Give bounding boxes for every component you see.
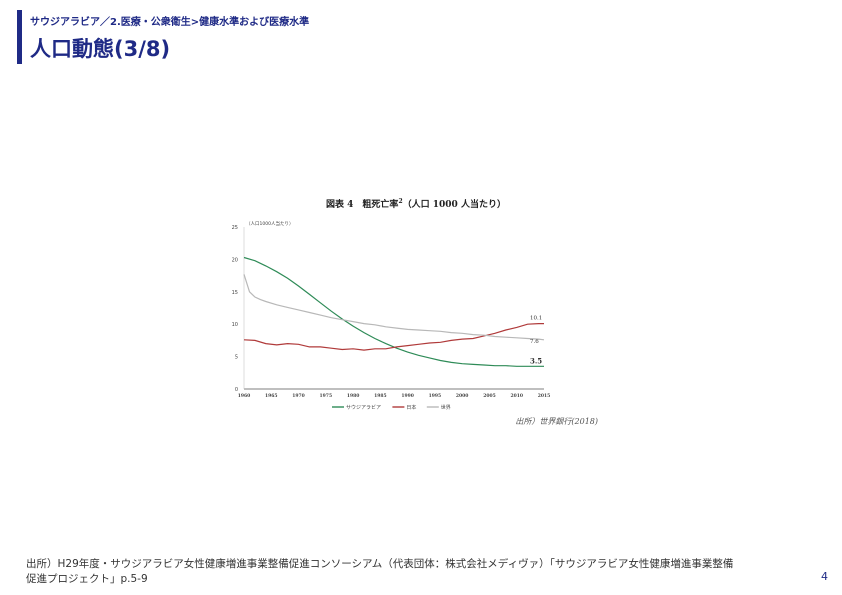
legend-label-2: 世界	[441, 404, 451, 411]
header-accent-bar	[17, 10, 22, 64]
x-tick-label-1970: 1970	[292, 393, 305, 399]
breadcrumb: サウジアラビア／2.医療・公衆衛生>健康水準および医療水準	[30, 17, 310, 28]
footer-source-line-2: 促進プロジェクト」p.5-9	[26, 573, 148, 585]
series-end-label-1: 10.1	[530, 316, 542, 322]
y-tick-label-15: 15	[232, 290, 238, 296]
x-tick-label-1960: 1960	[238, 393, 251, 399]
chart-figure: 図表 4 粗死亡率2（人口 1000 人当たり） 0 5 10 15 20 25 （人口10…	[226, 192, 606, 432]
x-tick-label-1980: 1980	[347, 393, 360, 399]
x-tick-label-2005: 2005	[483, 393, 496, 399]
y-tick-label-10: 10	[232, 322, 238, 328]
page-number: 4	[821, 570, 828, 583]
series-line-1	[243, 323, 544, 351]
x-tick-label-2010: 2010	[510, 393, 523, 399]
legend-label-1: 日本	[406, 404, 416, 411]
page-title: 人口動態(3/8)	[30, 37, 171, 61]
chart-title: 図表 4 粗死亡率2（人口 1000 人当たり）	[226, 197, 606, 210]
chart-title-suffix: （人口 1000 人当たり）	[402, 200, 506, 210]
footer-source-line-1: 出所）H29年度・サウジアラビア女性健康増進事業整備促進コンソーシアム（代表団体…	[26, 558, 734, 570]
x-tick-label-1990: 1990	[401, 393, 414, 399]
x-tick-label-2000: 2000	[456, 393, 469, 399]
x-tick-label-1975: 1975	[320, 393, 333, 399]
y-tick-label-25: 25	[232, 225, 238, 231]
series-line-0	[243, 256, 544, 367]
x-tick-label-2015: 2015	[538, 393, 551, 399]
x-tick-label-1965: 1965	[265, 393, 278, 399]
line-chart: 0 5 10 15 20 25 （人口1000人当たり） 1960 1965 1970 1975 19…	[232, 220, 551, 411]
chart-title-footnote: 2	[398, 198, 403, 205]
x-tick-label-1995: 1995	[429, 393, 442, 399]
series-end-label-2: 7.6	[530, 339, 539, 345]
series-line-2	[243, 274, 545, 341]
series-end-label-0: 3.5	[530, 356, 542, 365]
y-tick-label-0: 0	[235, 387, 238, 393]
chart-source: 出所）世界銀行(2018)	[515, 417, 598, 426]
legend-label-0: サウジアラビア	[346, 404, 381, 411]
footer-source: 出所）H29年度・サウジアラビア女性健康増進事業整備促進コンソーシアム（代表団体…	[26, 557, 786, 587]
chart-title-prefix: 図表 4 粗死亡率	[326, 200, 399, 210]
x-tick-label-1985: 1985	[374, 393, 387, 399]
y-axis-label: （人口1000人当たり）	[246, 220, 293, 227]
y-tick-label-5: 5	[235, 355, 238, 361]
y-tick-label-20: 20	[232, 257, 238, 263]
